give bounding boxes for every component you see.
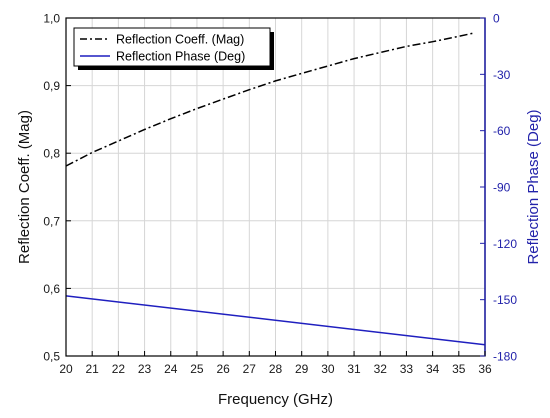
- y-left-tick-label: 0,8: [43, 147, 60, 161]
- legend-label-mag: Reflection Coeff. (Mag): [116, 33, 244, 47]
- x-tick-label: 25: [190, 362, 204, 376]
- y-right-tick-label: -30: [493, 68, 511, 82]
- x-axis-label: Frequency (GHz): [218, 391, 333, 408]
- y-left-tick-label: 0,7: [43, 214, 60, 228]
- x-tick-label: 21: [86, 362, 100, 376]
- x-tick-label: 30: [321, 362, 335, 376]
- y-right-tick-label: -180: [493, 350, 517, 364]
- legend: Reflection Coeff. (Mag) Reflection Phase…: [73, 27, 274, 70]
- y-axis-right-label: Reflection Phase (Deg): [525, 109, 542, 264]
- x-tick-label: 29: [295, 362, 309, 376]
- tick-labels: 20 21 22 23 24 25 26 27 28 29 30 31 32 33 34 35 36 0,5 0,6…: [43, 12, 517, 377]
- x-tick-label: 33: [400, 362, 414, 376]
- y-left-tick-label: 1,0: [43, 12, 60, 26]
- x-tick-label: 23: [138, 362, 152, 376]
- y-left-tick-label: 0,9: [43, 79, 60, 93]
- y-right-tick-label: -90: [493, 181, 511, 195]
- y-left-tick-label: 0,6: [43, 282, 60, 296]
- x-tick-label: 24: [164, 362, 178, 376]
- x-tick-label: 28: [269, 362, 283, 376]
- x-tick-label: 31: [347, 362, 361, 376]
- x-tick-label: 22: [112, 362, 126, 376]
- grid-lines: [66, 18, 485, 356]
- series-line-mag: [65, 32, 475, 167]
- tick-marks: [65, 17, 486, 357]
- y-axis-left-label: Reflection Coeff. (Mag): [16, 110, 33, 264]
- x-tick-label: 36: [478, 362, 492, 376]
- y-right-tick-label: -120: [493, 237, 517, 251]
- y-right-tick-label: -150: [493, 293, 517, 307]
- x-tick-label: 27: [243, 362, 257, 376]
- x-tick-label: 34: [426, 362, 440, 376]
- y-left-tick-label: 0,5: [43, 350, 60, 364]
- y-right-tick-label: -60: [493, 124, 511, 138]
- x-tick-label: 32: [374, 362, 388, 376]
- legend-box: [73, 27, 271, 67]
- y-right-tick-label: 0: [493, 12, 500, 26]
- x-tick-label: 20: [59, 362, 73, 376]
- series-layer: [65, 32, 486, 346]
- x-tick-label: 35: [452, 362, 466, 376]
- legend-label-phase: Reflection Phase (Deg): [116, 50, 245, 64]
- series-line-phase: [65, 295, 486, 346]
- x-tick-label: 26: [216, 362, 230, 376]
